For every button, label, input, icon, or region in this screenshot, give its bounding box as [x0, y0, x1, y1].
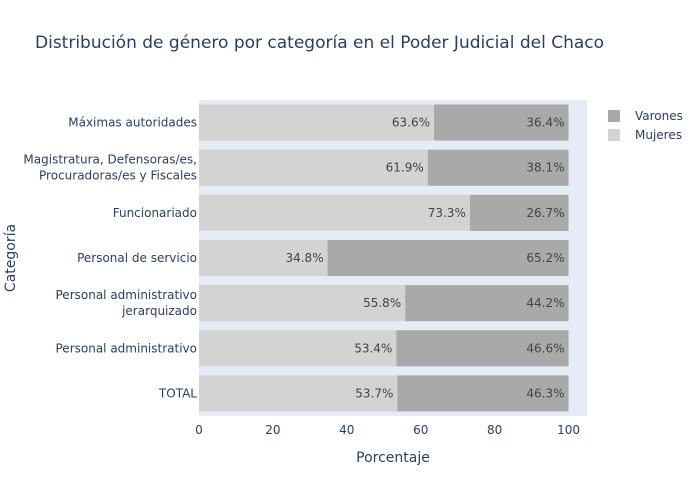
bar-label-varones-1: 38.1% [526, 161, 564, 175]
bar-label-mujeres-6: 53.7% [355, 386, 393, 400]
bar-label-mujeres-5: 53.4% [354, 341, 392, 355]
y-tick-label-1-line1: Procuradoras/es y Fiscales [39, 169, 197, 183]
bar-varones-4 [405, 285, 569, 322]
bar-label-varones-4: 44.2% [526, 296, 564, 310]
bar-mujeres-5 [199, 330, 397, 367]
x-tick-label-2: 40 [339, 423, 354, 437]
bar-varones-1 [427, 149, 569, 186]
x-tick-label-3: 60 [413, 423, 428, 437]
bar-mujeres-4 [199, 285, 406, 322]
x-tick-label-1: 20 [265, 423, 280, 437]
bar-label-varones-0: 36.4% [526, 116, 564, 130]
bar-varones-2 [469, 194, 569, 231]
y-tick-label-1-line0: Magistratura, Defensoras/es, [23, 153, 197, 167]
y-axis-title: Categoría [3, 224, 19, 292]
y-tick-label-5: Personal administrativo [56, 341, 198, 355]
bar-label-mujeres-1: 61.9% [386, 161, 424, 175]
x-tick-label-4: 80 [487, 423, 502, 437]
bar-label-varones-2: 26.7% [526, 206, 564, 220]
bar-mujeres-2 [199, 194, 470, 231]
bar-mujeres-0 [199, 104, 435, 141]
bar-label-varones-3: 65.2% [526, 251, 564, 265]
y-tick-label-2: Funcionariado [113, 206, 197, 220]
y-tick-label-3: Personal de servicio [77, 251, 197, 265]
bar-mujeres-6 [199, 375, 398, 412]
legend: Varones Mujeres [608, 106, 683, 144]
y-tick-label-6: TOTAL [158, 386, 197, 400]
y-tick-label-4-line1: jerarquizado [121, 304, 197, 318]
y-tick-label-4-line0: Personal administrativo [56, 288, 198, 302]
bar-label-mujeres-3: 34.8% [285, 251, 323, 265]
bar-label-varones-6: 46.3% [526, 386, 564, 400]
bar-label-mujeres-2: 73.3% [428, 206, 466, 220]
legend-swatch-mujeres [608, 128, 620, 141]
bar-mujeres-1 [199, 149, 428, 186]
bar-varones-3 [327, 239, 569, 277]
x-tick-label-0: 0 [195, 423, 203, 437]
bar-label-mujeres-4: 55.8% [363, 296, 401, 310]
bar-varones-0 [434, 104, 569, 141]
chart-title: Distribución de género por categoría en … [35, 33, 605, 53]
x-tick-label-5: 100 [557, 423, 580, 437]
legend-label-mujeres: Mujeres [635, 127, 682, 142]
y-tick-label-0: Máximas autoridades [68, 116, 197, 130]
legend-item-mujeres[interactable]: Mujeres [608, 125, 683, 144]
bar-label-mujeres-0: 63.6% [392, 116, 430, 130]
bar-label-varones-5: 46.6% [526, 341, 564, 355]
x-axis-title: Porcentaje [356, 450, 430, 466]
bar-mujeres-3 [199, 239, 328, 277]
legend-swatch-varones [608, 109, 620, 122]
bar-varones-6 [397, 375, 569, 412]
bar-varones-5 [396, 330, 569, 367]
legend-label-varones: Varones [635, 108, 683, 123]
legend-item-varones[interactable]: Varones [608, 106, 683, 125]
